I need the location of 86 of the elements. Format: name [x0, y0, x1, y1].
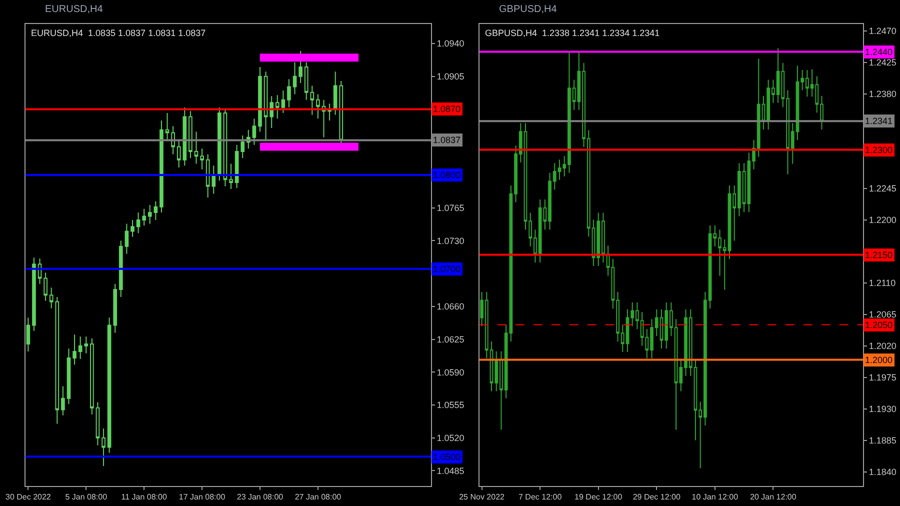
candlestick	[171, 126, 175, 155]
y-tick-label: 1.2065	[868, 309, 896, 320]
x-tick-label: 29 Dec 12:00	[632, 492, 681, 502]
candlestick	[124, 223, 129, 254]
x-tick-label: 20 Jan 12:00	[750, 492, 797, 502]
candlestick	[148, 204, 152, 224]
candlestick	[218, 106, 222, 182]
ref-line-label: 1.2341	[865, 116, 893, 126]
candlestick	[188, 110, 192, 159]
y-tick-label: 1.0660	[436, 302, 464, 312]
candlestick	[234, 144, 239, 189]
candlestick	[44, 272, 48, 302]
candlestick	[107, 317, 112, 454]
text: EURUSD,H4 1.0835 1.0837 1.0831 1.0837	[31, 28, 206, 38]
y-tick-label: 1.1885	[868, 435, 896, 446]
ref-line-label: 1.0500	[433, 452, 461, 462]
candlestick	[229, 163, 233, 190]
chart-title: EURUSD,H4	[45, 4, 104, 15]
y-tick-label: 1.2200	[868, 214, 896, 225]
y-tick-label: 1.2110	[868, 278, 896, 288]
ref-line-label: 1.2050	[865, 320, 893, 330]
x-tick-label: 17 Jan 08:00	[178, 492, 226, 502]
candlestick	[32, 257, 36, 332]
candlestick	[102, 428, 106, 467]
candlestick	[118, 240, 123, 298]
candlestick	[142, 208, 146, 226]
candlestick	[90, 338, 94, 415]
y-tick-label: 1.1930	[868, 404, 896, 414]
text: GBPUSD,H4 1.2338 1.2341 1.2334 1.2341	[485, 28, 660, 38]
ref-line-label: 1.2440	[865, 47, 893, 57]
y-tick-label: 1.2380	[868, 88, 896, 99]
y-tick-label: 1.1840	[868, 466, 896, 477]
candlestick	[96, 402, 100, 446]
candlestick	[292, 62, 297, 95]
y-tick-label: 1.0765	[436, 202, 464, 213]
ref-line-label: 1.0700	[433, 264, 461, 274]
candlestick	[287, 78, 291, 108]
y-tick-label: 1.2020	[868, 340, 896, 351]
candlestick	[252, 118, 256, 146]
candlestick	[154, 200, 158, 221]
candlestick	[270, 96, 274, 129]
x-tick-label: 10 Jan 12:00	[692, 492, 739, 502]
x-tick-label: 7 Dec 12:00	[518, 492, 562, 502]
candlestick	[26, 317, 30, 352]
candlestick	[194, 131, 198, 164]
x-tick-label: 30 Dec 2022	[5, 492, 52, 502]
y-tick-label: 1.0940	[436, 38, 464, 49]
x-tick-label: 23 Jan 08:00	[236, 492, 284, 502]
candlestick	[275, 94, 280, 120]
candlestick	[160, 120, 164, 214]
candlestick	[130, 220, 134, 238]
candlestick	[66, 348, 71, 405]
candlestick	[136, 212, 140, 234]
candlestick	[258, 66, 262, 132]
ref-line-label: 1.0837	[433, 135, 461, 145]
y-tick-label: 1.2470	[868, 26, 896, 36]
y-tick-label: 1.0590	[436, 367, 464, 378]
y-tick-label: 1.0485	[436, 466, 464, 476]
candlestick	[264, 71, 268, 142]
x-tick-label: 11 Jan 08:00	[121, 492, 168, 502]
x-tick-label: 19 Dec 12:00	[574, 492, 623, 502]
x-tick-label: 5 Jan 08:00	[65, 492, 108, 502]
y-tick-label: 1.0625	[436, 334, 464, 344]
candlestick	[61, 386, 65, 416]
y-tick-label: 1.0520	[436, 433, 464, 444]
y-tick-label: 1.0905	[436, 72, 464, 82]
candlestick	[281, 90, 286, 114]
y-tick-label: 1.2425	[868, 57, 896, 68]
candlestick	[316, 94, 320, 120]
x-tick-label: 25 Nov 2022	[459, 492, 506, 502]
ref-line-label: 1.0870	[433, 104, 461, 114]
ref-line-label: 1.2150	[865, 250, 893, 260]
candlestick	[240, 135, 245, 159]
ref-line-label: 1.0800	[433, 170, 461, 180]
candlestick	[165, 112, 170, 142]
y-tick-label: 1.0730	[436, 236, 464, 246]
y-tick-label: 1.0555	[436, 400, 464, 410]
candlestick	[200, 148, 204, 170]
y-tick-label: 1.2245	[868, 183, 896, 194]
ref-line-label: 1.2000	[865, 355, 893, 365]
candlestick	[113, 283, 118, 334]
x-tick-label: 27 Jan 08:00	[294, 492, 342, 502]
chart-title: GBPUSD,H4	[499, 4, 558, 15]
y-tick-label: 1.1975	[868, 372, 896, 382]
candlestick	[72, 334, 76, 366]
ref-line-label: 1.2300	[865, 145, 893, 155]
